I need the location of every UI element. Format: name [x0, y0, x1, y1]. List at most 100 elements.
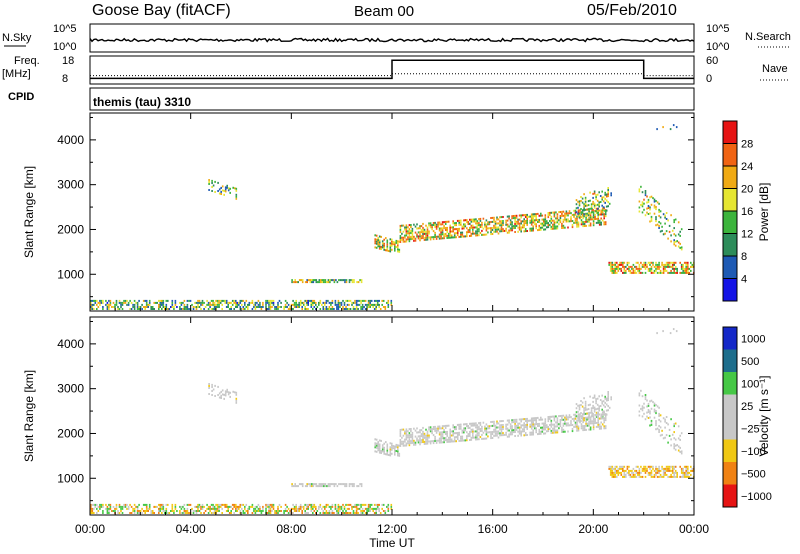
velocity-cell: [440, 439, 442, 442]
velocity-cell: [320, 485, 322, 488]
velocity-cell: [687, 465, 689, 468]
velocity-cell: [611, 465, 614, 468]
velocity-cell: [535, 427, 537, 430]
power-cell: [490, 221, 492, 223]
velocity-cell: [497, 422, 500, 425]
velocity-cell: [367, 503, 370, 506]
power-cell: [518, 222, 521, 225]
velocity-cell: [211, 390, 213, 392]
power-cell: [394, 243, 396, 246]
power-cell: [327, 279, 330, 282]
velocity-cell: [435, 441, 438, 444]
power-cell: [375, 303, 377, 306]
velocity-cell: [653, 404, 656, 407]
velocity-cell: [679, 465, 681, 468]
power-cell: [213, 303, 216, 306]
power-cell: [413, 235, 415, 238]
power-cell: [136, 306, 139, 308]
power-cell: [322, 301, 325, 304]
velocity-cell: [192, 510, 195, 512]
power-cell: [547, 222, 550, 225]
power-cell: [496, 222, 498, 225]
power-cell: [520, 226, 522, 229]
velocity-cell: [120, 505, 122, 508]
power-cell: [499, 220, 501, 223]
power-cell: [118, 301, 121, 304]
power-cell: [389, 248, 392, 251]
power-cell: [455, 232, 457, 235]
velocity-cell: [623, 471, 626, 474]
velocity-cell: [556, 417, 559, 420]
power-cell: [283, 308, 285, 310]
power-cell: [382, 299, 385, 302]
velocity-cell: [378, 445, 381, 448]
velocity-cell: [100, 505, 103, 508]
power-cell: [552, 223, 554, 226]
velocity-cell: [361, 507, 364, 510]
power-cell: [491, 229, 494, 231]
power-cell: [417, 227, 420, 230]
power-cell: [537, 212, 539, 215]
power-cell: [640, 185, 642, 188]
power-cell: [364, 308, 367, 310]
power-cell: [401, 238, 403, 241]
velocity-cell: [553, 419, 556, 422]
power-cell: [646, 265, 648, 268]
velocity-cell: [229, 391, 231, 394]
velocity-cell: [133, 507, 136, 510]
power-cell: [239, 301, 242, 304]
power-cell: [638, 188, 641, 191]
power-cell: [90, 306, 92, 308]
velocity-cell: [647, 417, 650, 419]
velocity-cell: [647, 409, 650, 411]
velocity-cell: [174, 507, 177, 510]
velocity-cell: [649, 416, 651, 419]
velocity-cell: [523, 424, 525, 427]
velocity-cell: [322, 510, 325, 512]
velocity-cell: [423, 432, 426, 435]
velocity-cell: [535, 431, 537, 434]
power-cell: [126, 303, 128, 306]
velocity-cell: [670, 469, 672, 472]
power-cell: [658, 208, 660, 211]
velocity-cell: [228, 505, 231, 508]
power-cell: [650, 261, 653, 264]
velocity-cell: [221, 389, 224, 392]
nsky-trace: [89, 37, 695, 43]
power-cell: [215, 299, 217, 302]
power-cell: [429, 222, 432, 225]
power-cell: [325, 301, 328, 304]
velocity-cell: [387, 510, 390, 512]
power-cell: [595, 204, 597, 207]
power-cell: [203, 301, 205, 304]
velocity-cell: [458, 425, 460, 428]
power-cell: [304, 299, 306, 302]
velocity-cell: [287, 512, 290, 514]
velocity-cell: [165, 503, 168, 506]
velocity-cell: [357, 507, 359, 510]
velocity-cell: [384, 512, 387, 514]
velocity-cell: [218, 510, 220, 512]
power-cell: [535, 227, 537, 230]
power-cell: [231, 303, 234, 306]
power-cell: [438, 227, 441, 230]
power-cell: [239, 306, 242, 308]
power-cell: [220, 193, 222, 195]
velocity-cell: [514, 418, 516, 421]
power-cell: [316, 306, 319, 308]
velocity-cell: [555, 415, 557, 418]
velocity-colorbar-label: 500: [741, 356, 759, 368]
velocity-cell: [168, 512, 171, 514]
velocity-cell: [419, 439, 421, 442]
velocity-cell: [672, 328, 675, 331]
velocity-cell: [414, 435, 417, 438]
velocity-cell: [446, 432, 448, 435]
power-cell: [526, 223, 528, 226]
power-cell: [616, 265, 618, 268]
power-cell: [638, 265, 641, 268]
power-cell: [360, 279, 363, 282]
velocity-cell: [644, 396, 647, 398]
velocity-colorbar-frame: [722, 326, 738, 508]
power-cell: [638, 263, 641, 266]
velocity-cell: [242, 510, 245, 512]
